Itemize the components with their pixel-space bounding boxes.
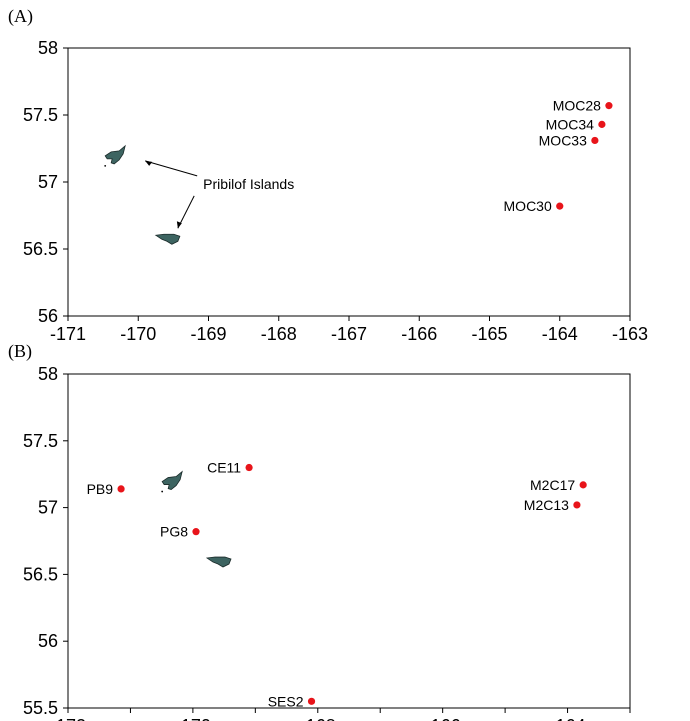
data-point: [192, 528, 200, 536]
arrow-head: [176, 221, 182, 229]
point-label: MOC34: [546, 116, 594, 132]
island-islet: [104, 164, 107, 167]
point-label: MOC30: [504, 198, 552, 214]
y-tick-label: 58: [38, 38, 58, 58]
x-tick-label: -168: [300, 716, 336, 721]
point-label: PG8: [160, 524, 188, 540]
point-label: SES2: [268, 693, 304, 709]
point-label: M2C13: [524, 497, 569, 513]
x-tick-label: -170: [120, 324, 156, 344]
data-point: [605, 102, 613, 110]
data-point: [556, 202, 564, 210]
point-label: CE11: [207, 460, 241, 476]
island-shape: [104, 144, 126, 165]
x-tick-label: -169: [190, 324, 226, 344]
point-label: PB9: [87, 481, 114, 497]
y-tick-label: 56.5: [23, 239, 58, 259]
x-tick-label: -165: [471, 324, 507, 344]
point-label: M2C17: [530, 477, 575, 493]
island-shape: [161, 470, 183, 491]
panel-label: (B): [8, 341, 32, 362]
y-tick-label: 56: [38, 631, 58, 651]
island-shape: [205, 556, 232, 568]
island-islet: [161, 490, 164, 493]
panel-b: (B) -172 -170 -168 -166 -164 55.5 56 56.5 57 57.5 5…: [8, 341, 631, 721]
y-tick-label: 56.5: [23, 564, 58, 584]
y-tick-label: 57: [38, 172, 58, 192]
y-tick-label: 57: [38, 498, 58, 518]
y-tick-label: 58: [38, 364, 58, 384]
x-tick-label: -171: [50, 324, 86, 344]
island-shape: [154, 233, 181, 245]
data-point: [579, 481, 587, 489]
x-tick-label: -166: [401, 324, 437, 344]
point-label: MOC28: [553, 98, 601, 114]
data-point: [117, 485, 125, 493]
x-tick-label: -170: [175, 716, 211, 721]
plot-frame: [67, 373, 631, 709]
x-tick-label: -164: [550, 716, 586, 721]
y-tick-label: 55.5: [23, 698, 58, 718]
arrow-head: [145, 160, 153, 166]
x-tick-label: -167: [331, 324, 367, 344]
x-tick-label: -172: [50, 716, 86, 721]
annotation-label: Pribilof Islands: [203, 176, 294, 192]
data-point: [245, 463, 253, 472]
plot-frame: [67, 47, 631, 317]
panel-a: (A) -171 -170 -169 -168 -167 -166 -165 -164 -163 5…: [8, 6, 648, 344]
x-tick-label: -164: [542, 324, 578, 344]
data-point: [591, 136, 599, 145]
panel-label: (A): [8, 6, 33, 27]
point-label: MOC33: [539, 132, 587, 148]
data-point: [598, 120, 606, 128]
y-tick-label: 56: [38, 306, 58, 326]
x-tick-label: -168: [261, 324, 297, 344]
annotation-arrow: [145, 160, 198, 177]
y-tick-label: 57.5: [23, 431, 58, 451]
data-point: [573, 501, 581, 509]
x-tick-label: -166: [425, 716, 461, 721]
data-point: [307, 697, 316, 705]
y-tick-label: 57.5: [23, 105, 58, 125]
x-tick-label: -163: [612, 324, 648, 344]
